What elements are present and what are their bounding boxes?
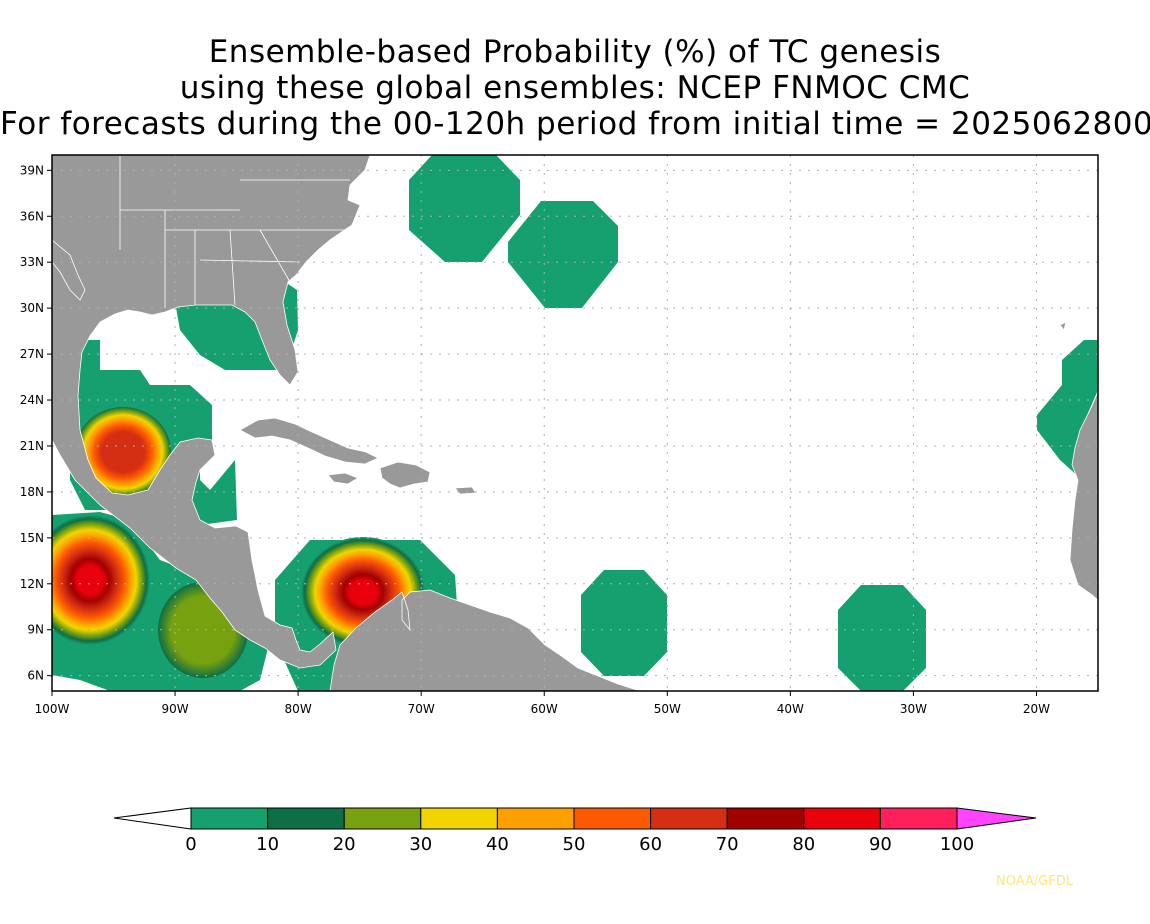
colorbar-label: 20 bbox=[333, 834, 356, 855]
prob-region-58w bbox=[508, 201, 618, 308]
prob-region-54w bbox=[581, 570, 667, 676]
grid bbox=[52, 155, 1098, 691]
x-tick-label: 60W bbox=[531, 702, 558, 716]
y-tick-label: 24N bbox=[20, 393, 44, 407]
colorbar-swatch bbox=[573, 807, 652, 830]
prob-region-67w bbox=[409, 155, 520, 262]
credit-label: NOAA/GFDL bbox=[996, 874, 1074, 889]
land-baja bbox=[52, 239, 86, 301]
prob-core-campeche bbox=[75, 407, 171, 497]
y-tick-label: 36N bbox=[20, 209, 44, 223]
x-tick-label: 20W bbox=[1023, 702, 1050, 716]
land bbox=[52, 155, 1098, 691]
x-tick-label: 40W bbox=[777, 702, 804, 716]
prob-region-32w bbox=[838, 585, 926, 691]
land-hispaniola bbox=[379, 461, 431, 489]
y-tick-label: 9N bbox=[27, 623, 44, 637]
land-canaries bbox=[1059, 321, 1067, 331]
land-north-america bbox=[52, 155, 371, 669]
land-africa bbox=[1069, 391, 1098, 601]
colorbar-label: 70 bbox=[716, 834, 739, 855]
colorbar-swatch bbox=[650, 807, 728, 830]
axis-ticks: 100W 90W 80W 70W 60W 50W 40W 30W 20W 6N 9N 12N 15N 18… bbox=[20, 163, 1050, 716]
colorbar-label: 100 bbox=[940, 834, 974, 855]
x-tick-label: 100W bbox=[35, 702, 70, 716]
colorbar-over-arrow bbox=[956, 807, 1037, 830]
y-tick-label: 33N bbox=[20, 255, 44, 269]
map-frame bbox=[51, 154, 1099, 692]
colorbar-swatch bbox=[726, 807, 805, 830]
colorbar-label: 30 bbox=[409, 834, 432, 855]
x-tick-label: 90W bbox=[161, 702, 188, 716]
colorbar-label: 80 bbox=[792, 834, 815, 855]
colorbar-swatch bbox=[343, 807, 422, 830]
title-line-3: For forecasts during the 00-120h period … bbox=[0, 106, 1150, 142]
colorbar-swatch bbox=[879, 807, 958, 830]
colorbar-under-arrow bbox=[113, 807, 192, 830]
x-tick-label: 50W bbox=[654, 702, 681, 716]
map-area bbox=[52, 155, 1098, 691]
colorbar: 0 10 20 30 40 50 60 70 80 90 100 bbox=[113, 807, 1037, 855]
y-tick-label: 27N bbox=[20, 347, 44, 361]
colorbar-label: 60 bbox=[639, 834, 662, 855]
y-tick-label: 12N bbox=[20, 577, 44, 591]
y-tick-label: 18N bbox=[20, 485, 44, 499]
colorbar-swatch bbox=[267, 807, 345, 830]
x-tick-label: 80W bbox=[285, 702, 312, 716]
colorbar-label: 40 bbox=[486, 834, 509, 855]
colorbar-swatch bbox=[420, 807, 498, 830]
land-jamaica bbox=[327, 472, 359, 485]
y-tick-label: 21N bbox=[20, 439, 44, 453]
title-line-1: Ensemble-based Probability (%) of TC gen… bbox=[208, 34, 942, 70]
colorbar-swatch bbox=[496, 807, 575, 830]
land-cuba bbox=[239, 417, 379, 465]
colorbar-label: 10 bbox=[256, 834, 279, 855]
prob-core-epac-west bbox=[52, 515, 150, 645]
y-tick-label: 6N bbox=[27, 669, 44, 683]
y-tick-label: 39N bbox=[20, 163, 44, 177]
colorbar-swatch bbox=[190, 807, 269, 830]
colorbar-label: 0 bbox=[185, 834, 196, 855]
colorbar-label: 90 bbox=[869, 834, 892, 855]
title-line-2: using these global ensembles: NCEP FNMOC… bbox=[179, 70, 971, 106]
y-tick-label: 30N bbox=[20, 301, 44, 315]
colorbar-swatch bbox=[803, 807, 881, 830]
x-tick-label: 70W bbox=[408, 702, 435, 716]
state-borders bbox=[119, 155, 350, 308]
x-tick-label: 30W bbox=[900, 702, 927, 716]
land-south-america bbox=[329, 589, 641, 691]
colorbar-label: 50 bbox=[563, 834, 586, 855]
y-tick-label: 15N bbox=[20, 531, 44, 545]
